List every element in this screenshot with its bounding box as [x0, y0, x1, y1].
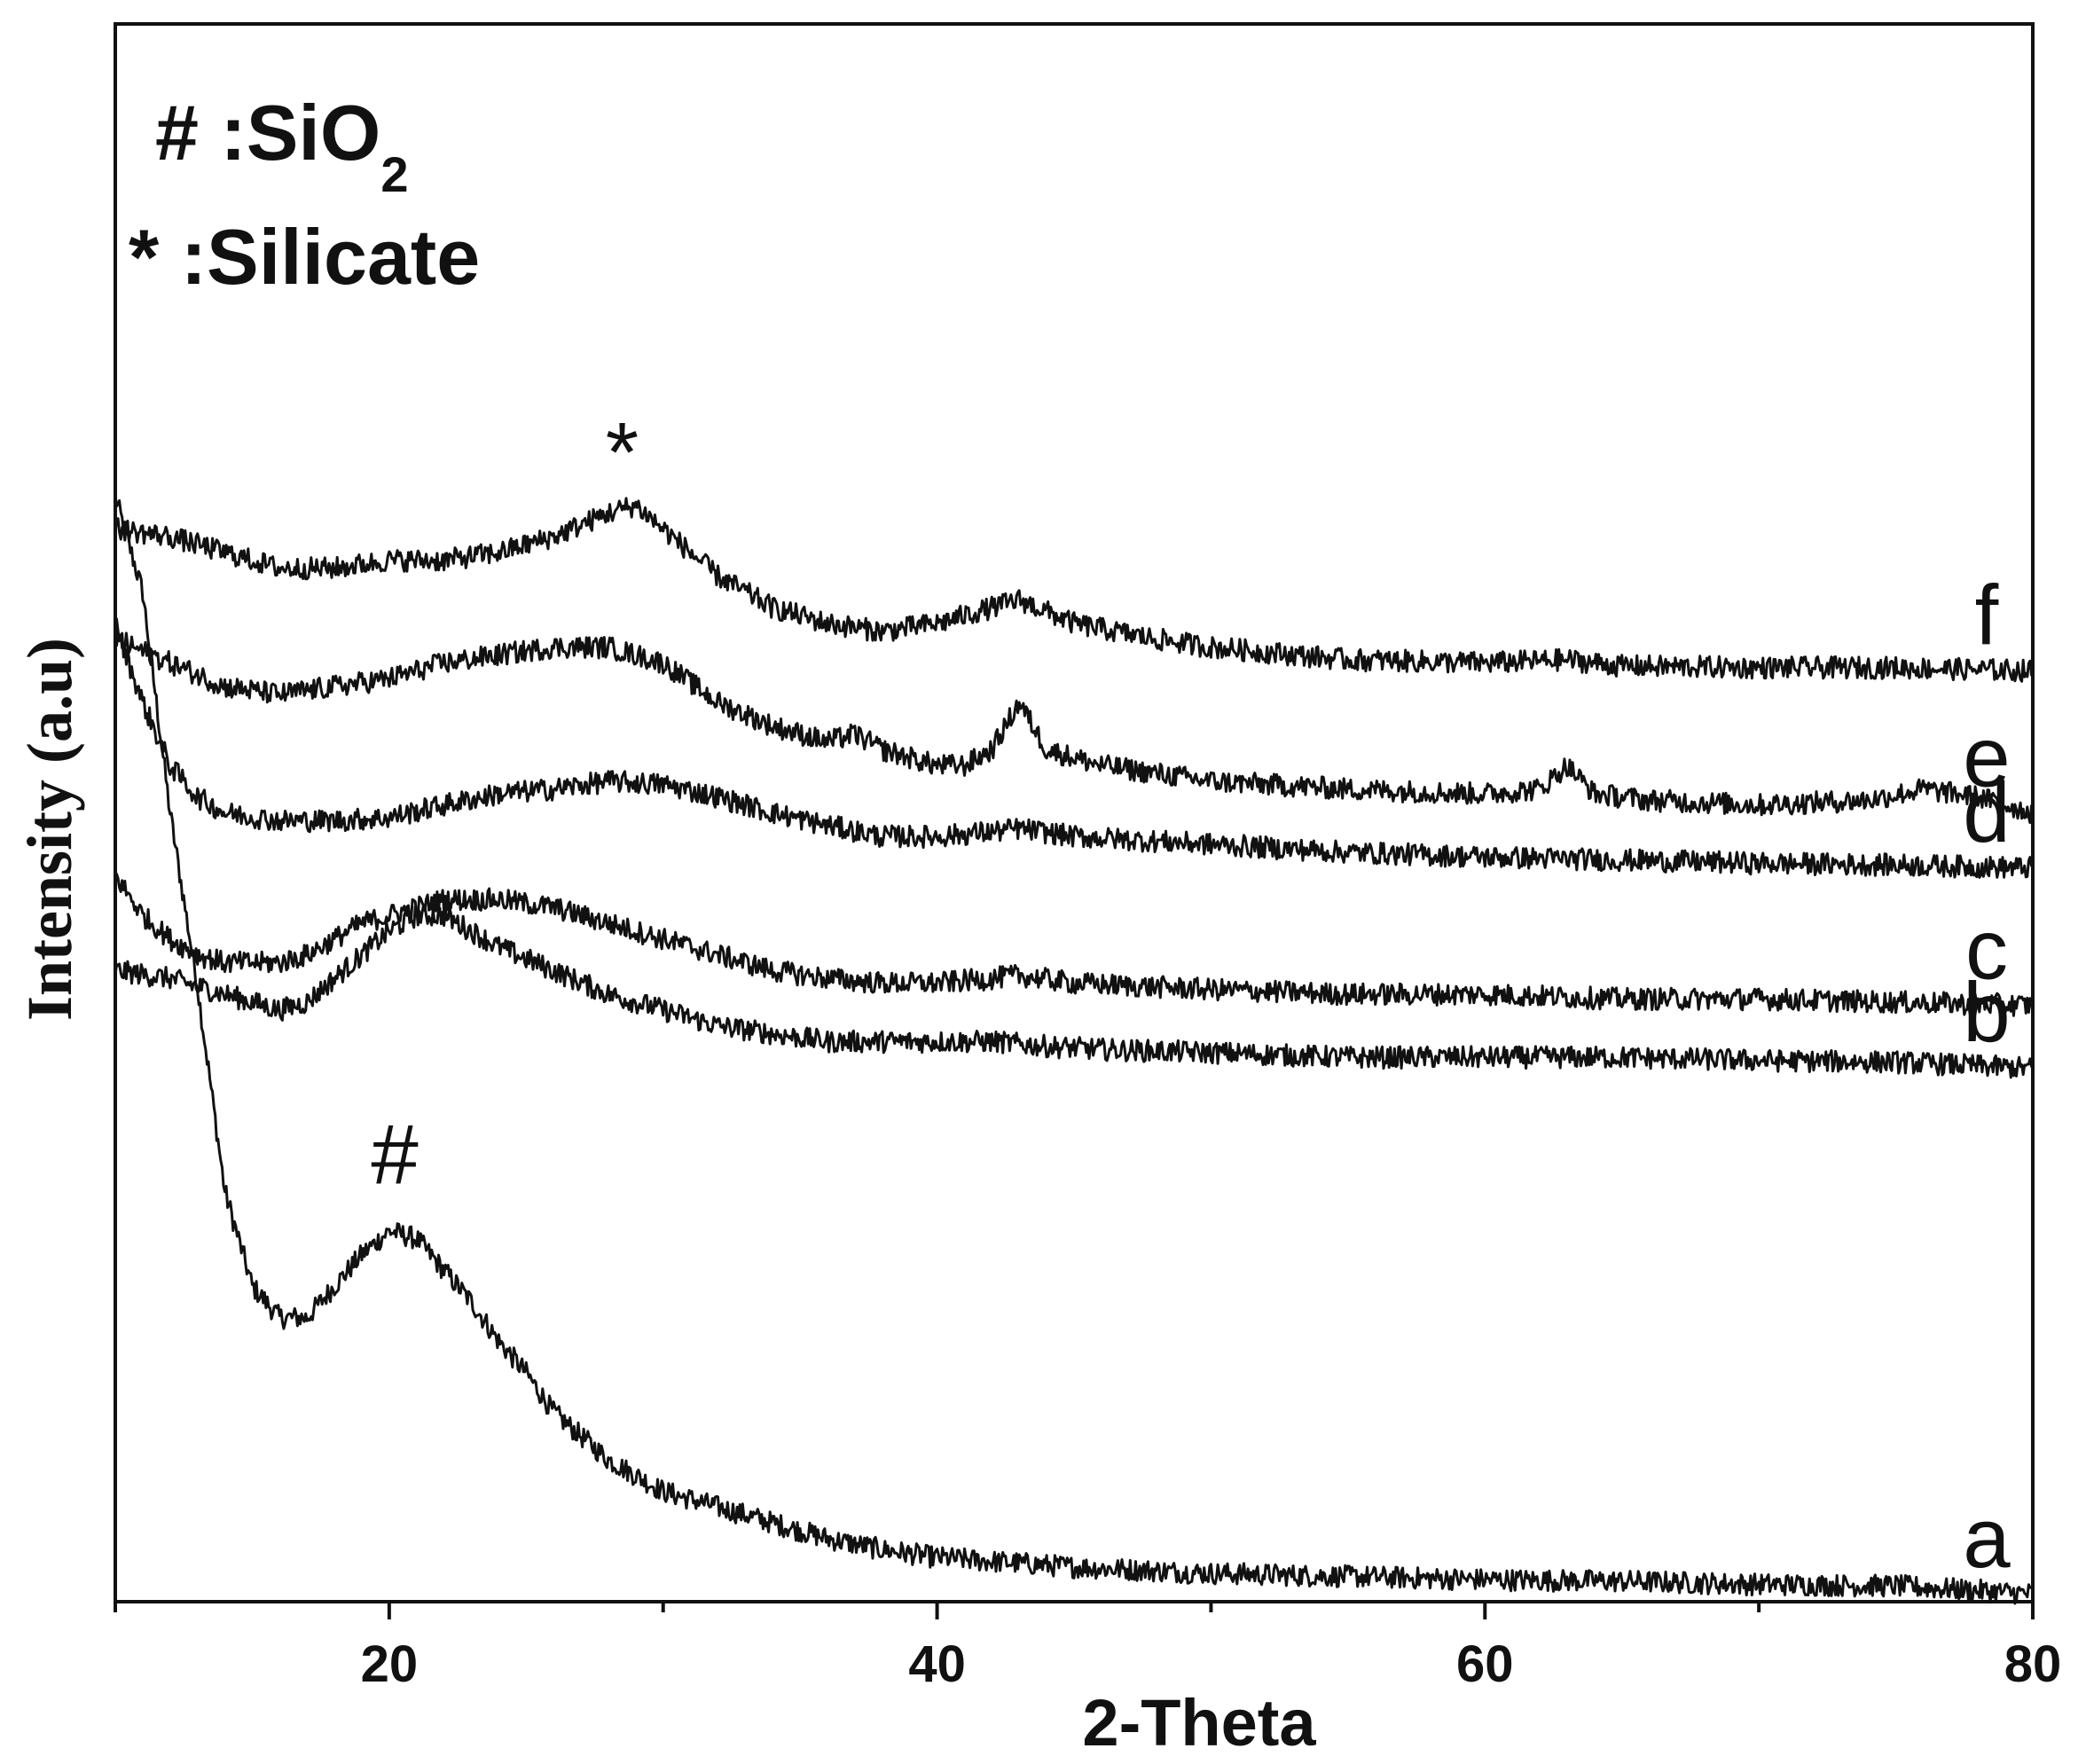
series-e: [114, 631, 2035, 825]
curve-label-a: a: [1963, 1491, 2011, 1586]
legend-silicate-text: :Silicate: [159, 213, 480, 301]
peak-markers: *#: [371, 405, 639, 1203]
legend-sio2-text: :SiO: [199, 89, 380, 176]
series-b: [114, 904, 2035, 1079]
x-axis-ticks: [114, 1602, 2035, 1619]
x-tick-label-60: 60: [1456, 1635, 1514, 1693]
legend-sio2-symbol: #: [155, 89, 199, 176]
legend-sio2-subscript: 2: [380, 146, 408, 202]
series-a: [114, 493, 2034, 1605]
curve-label-e: e: [1963, 710, 2010, 805]
x-tick-label-40: 40: [908, 1635, 966, 1693]
series-d: [114, 617, 2035, 879]
legend: # :SiO2 * :Silicate: [129, 89, 480, 301]
curve-label-b: b: [1963, 966, 2010, 1061]
peak-marker-0: *: [606, 405, 639, 500]
legend-silicate-symbol: *: [129, 213, 160, 301]
series-c: [114, 872, 2035, 1017]
curve-label-d: d: [1963, 765, 2010, 860]
series-group: [114, 493, 2035, 1605]
curve-label-c: c: [1965, 903, 2008, 998]
series-f: [114, 497, 2035, 683]
x-axis-label: 2-Theta: [1082, 1686, 1316, 1760]
curve-label-f: f: [1975, 568, 1999, 662]
x-tick-label-20: 20: [361, 1635, 419, 1693]
x-tick-label-80: 80: [2004, 1635, 2062, 1693]
legend-sio2: # :SiO2: [155, 89, 408, 202]
peak-marker-1: #: [371, 1108, 418, 1203]
y-axis-label: Intensity (a.u): [14, 638, 85, 1021]
x-axis-tick-labels: 20 40 60 80: [361, 1635, 2062, 1693]
legend-silicate: * :Silicate: [129, 213, 480, 301]
